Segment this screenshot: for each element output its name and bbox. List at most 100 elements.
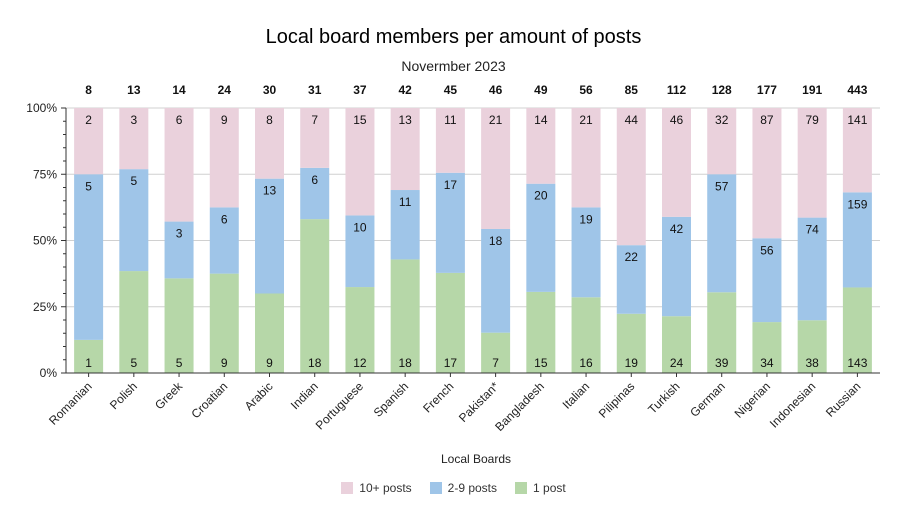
data-label: 13 [398,113,412,127]
bar-segment-2-9-posts [752,238,782,323]
bar-segment-10-posts [707,108,737,175]
x-tick-label: Bangladesh [492,379,547,434]
data-label: 20 [534,189,548,203]
bar-segment-10-posts [390,108,420,191]
data-label: 9 [221,356,228,370]
bar-segment-2-9-posts [707,174,737,293]
data-label: 19 [579,212,593,226]
data-label: 38 [805,356,819,370]
data-label: 3 [130,113,137,127]
data-label: 14 [534,113,548,127]
bar-segment-1-post [797,320,827,373]
bar-segment-2-9-posts [74,174,104,340]
data-label: 6 [176,113,183,127]
data-label: 15 [353,113,367,127]
bar-segment-1-post [300,219,330,373]
total-label: 13 [127,83,141,97]
data-label: 10 [353,220,367,234]
total-label: 8 [85,83,92,97]
data-label: 21 [489,113,503,127]
x-tick-label: Romanian [46,379,95,428]
data-label: 46 [670,113,684,127]
bar-segment-10-posts [662,108,691,217]
bar-segment-2-9-posts [255,178,284,294]
chart-subtitle: Novermber 2023 [401,58,506,74]
x-tick-label: Greek [152,379,186,413]
data-label: 18 [489,234,503,248]
bar-segment-1-post [481,332,511,373]
data-label: 11 [399,195,412,209]
bar-segment-1-post [74,339,104,373]
bar-segment-1-post [164,278,194,373]
bar-segment-10-posts [74,108,104,175]
data-label: 2 [85,113,92,127]
data-label: 5 [85,179,92,193]
x-tick-label: Croatian [188,379,230,421]
data-label: 74 [805,223,819,237]
y-tick-label: 75% [33,167,57,181]
total-label: 49 [534,83,548,97]
x-tick-label: Arabic [242,379,276,413]
total-label: 24 [218,83,232,97]
data-label: 18 [308,356,322,370]
bar-segment-2-9-posts [345,215,375,288]
bar-segment-10-posts [842,108,872,193]
bar-segment-2-9-posts [164,221,194,279]
x-tick-label: Indian [288,379,321,412]
total-label: 31 [308,83,322,97]
bar-segment-10-posts [435,108,465,173]
x-tick-label: German [687,379,728,420]
total-label: 46 [489,83,503,97]
y-tick-label: 50% [33,234,57,248]
data-label: 11 [444,113,457,127]
bar-segment-1-post [119,271,149,373]
y-tick-label: 100% [26,101,57,115]
data-label: 6 [221,212,228,226]
bar-segment-1-post [345,287,375,373]
bar-segment-10-posts [571,108,601,208]
data-label: 9 [221,113,228,127]
data-label: 15 [534,356,548,370]
data-label: 17 [444,356,458,370]
bar-segment-1-post [255,293,284,373]
data-label: 7 [492,356,499,370]
legend-label: 2-9 posts [447,481,498,495]
data-label: 6 [311,173,318,187]
total-label: 191 [802,83,822,97]
x-tick-label: Russian [823,379,864,420]
bar-segment-10-posts [616,108,646,246]
total-label: 42 [398,83,412,97]
total-label: 14 [172,83,186,97]
bar-segment-10-posts [209,108,239,208]
x-tick-label: Turkish [645,379,682,416]
bar-segment-10-posts [345,108,375,216]
bar-segment-10-posts [255,108,284,179]
data-label: 32 [715,113,729,127]
bar-segment-2-9-posts [662,216,691,317]
data-label: 87 [760,113,774,127]
bar-segment-1-post [752,322,782,373]
data-label: 9 [266,356,273,370]
gridlines [66,107,880,308]
bars [74,108,872,373]
bar-segment-1-post [390,259,420,373]
data-label: 34 [760,356,774,370]
data-label: 5 [130,356,137,370]
data-label: 13 [263,184,277,198]
data-label: 3 [176,227,183,241]
legend: 10+ posts 2-9 posts 1 post [0,481,907,495]
bar-segment-2-9-posts [842,192,872,288]
data-label: 1 [85,356,92,370]
bar-segment-2-9-posts [481,228,511,333]
legend-label: 1 post [533,481,566,495]
bar-segment-2-9-posts [119,169,149,272]
legend-swatch [515,482,528,494]
x-tick-label: Italian [560,379,593,412]
data-label: 5 [130,174,137,188]
x-tick-label: Pakistan* [456,379,502,425]
data-label: 19 [625,356,639,370]
data-label: 24 [670,356,684,370]
x-tick-label: Pilipinas [596,379,638,421]
legend-item: 2-9 posts [429,481,498,495]
bar-segment-10-posts [164,108,194,222]
